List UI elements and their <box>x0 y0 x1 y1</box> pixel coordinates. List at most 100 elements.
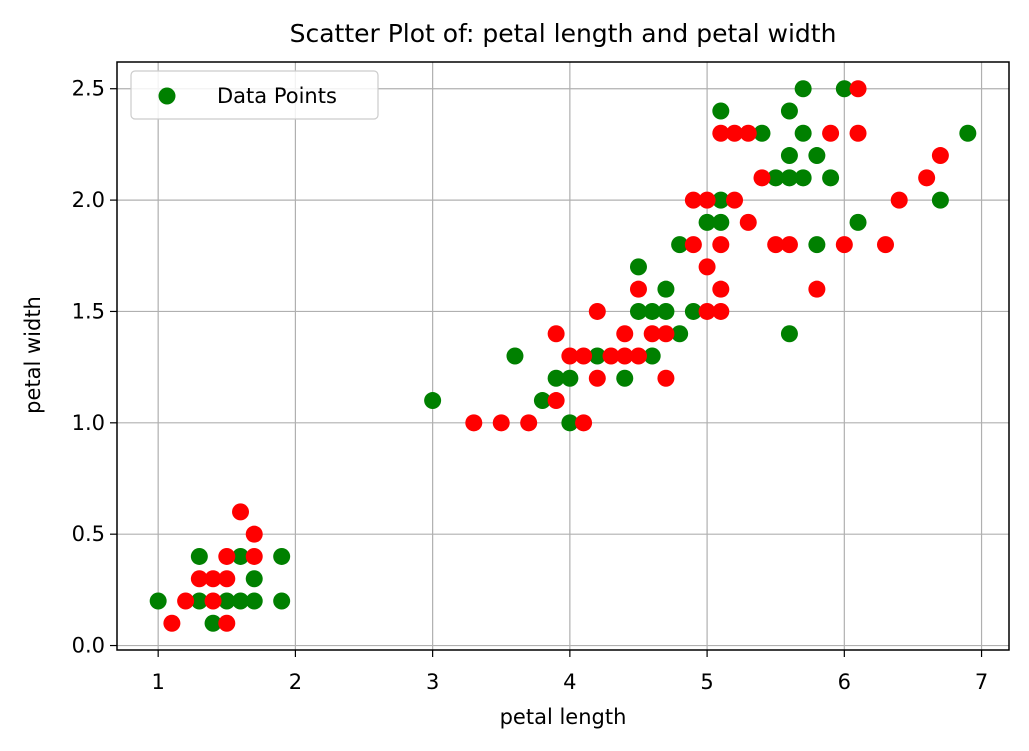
data-point <box>273 547 291 565</box>
x-tick-label: 7 <box>975 670 988 694</box>
data-point <box>698 302 716 320</box>
data-point <box>218 592 236 610</box>
data-point <box>588 369 606 387</box>
data-point <box>643 302 661 320</box>
data-point <box>739 124 757 142</box>
data-point <box>629 302 647 320</box>
data-point <box>698 191 716 209</box>
data-point <box>726 191 744 209</box>
x-axis-label: petal length <box>500 705 627 729</box>
x-axis-ticks: 1 2 3 4 5 6 7 <box>151 650 988 694</box>
data-point <box>245 570 263 588</box>
data-point <box>671 236 689 254</box>
data-point <box>643 347 661 365</box>
y-tick-label: 0.0 <box>72 634 105 658</box>
x-tick-label: 4 <box>563 670 576 694</box>
data-point <box>492 414 510 432</box>
data-point <box>629 258 647 276</box>
data-point <box>835 80 853 98</box>
data-point <box>657 280 675 298</box>
data-point <box>218 547 236 565</box>
y-axis-label: petal width <box>21 296 45 414</box>
data-point <box>794 169 812 187</box>
data-point <box>808 280 826 298</box>
data-point <box>767 236 785 254</box>
y-tick-label: 2.5 <box>72 77 105 101</box>
x-tick-label: 5 <box>700 670 713 694</box>
data-point <box>780 147 798 165</box>
data-point <box>808 236 826 254</box>
data-point <box>616 347 634 365</box>
x-tick-label: 2 <box>289 670 302 694</box>
data-point <box>767 169 785 187</box>
data-point <box>204 592 222 610</box>
data-point <box>232 547 250 565</box>
data-point <box>931 191 949 209</box>
data-point <box>273 592 291 610</box>
data-point <box>657 302 675 320</box>
data-point <box>218 570 236 588</box>
data-point <box>739 213 757 231</box>
data-point <box>890 191 908 209</box>
y-tick-label: 1.5 <box>72 299 105 323</box>
data-point <box>959 124 977 142</box>
data-point <box>918 169 936 187</box>
data-point <box>232 592 250 610</box>
data-point <box>684 302 702 320</box>
data-point <box>547 369 565 387</box>
x-tick-label: 6 <box>838 670 851 694</box>
y-tick-label: 1.0 <box>72 411 105 435</box>
data-point <box>616 325 634 343</box>
data-point <box>780 169 798 187</box>
data-point <box>245 592 263 610</box>
data-point <box>698 213 716 231</box>
data-point <box>588 347 606 365</box>
data-point <box>547 325 565 343</box>
data-point <box>232 503 250 521</box>
data-point <box>643 325 661 343</box>
data-point <box>218 614 236 632</box>
data-point <box>204 614 222 632</box>
data-point <box>520 414 538 432</box>
data-point <box>629 347 647 365</box>
data-point <box>753 169 771 187</box>
data-point <box>712 236 730 254</box>
data-point <box>849 213 867 231</box>
data-point <box>506 347 524 365</box>
data-point <box>657 325 675 343</box>
data-point <box>931 147 949 165</box>
data-point <box>726 124 744 142</box>
data-points <box>149 80 977 632</box>
data-point <box>780 102 798 120</box>
data-point <box>849 124 867 142</box>
data-point <box>780 325 798 343</box>
data-point <box>588 302 606 320</box>
data-point <box>204 570 222 588</box>
data-point <box>780 236 798 254</box>
data-point <box>575 347 593 365</box>
data-point <box>712 102 730 120</box>
y-tick-label: 0.5 <box>72 522 105 546</box>
data-point <box>190 547 208 565</box>
data-point <box>822 169 840 187</box>
data-point <box>149 592 167 610</box>
data-point <box>712 213 730 231</box>
data-point <box>712 280 730 298</box>
data-point <box>465 414 483 432</box>
data-point <box>712 191 730 209</box>
data-point <box>808 147 826 165</box>
data-point <box>245 547 263 565</box>
legend-label: Data Points <box>217 84 337 108</box>
plot-frame <box>116 61 1010 651</box>
data-point <box>533 392 551 410</box>
data-point <box>684 236 702 254</box>
y-axis-ticks: 0.0 0.5 1.0 1.5 2.0 2.5 <box>72 77 117 658</box>
data-point <box>616 369 634 387</box>
x-tick-label: 3 <box>426 670 439 694</box>
data-point <box>163 614 181 632</box>
data-point <box>177 592 195 610</box>
data-point <box>561 347 579 365</box>
data-point <box>835 236 853 254</box>
x-tick-label: 1 <box>151 670 164 694</box>
